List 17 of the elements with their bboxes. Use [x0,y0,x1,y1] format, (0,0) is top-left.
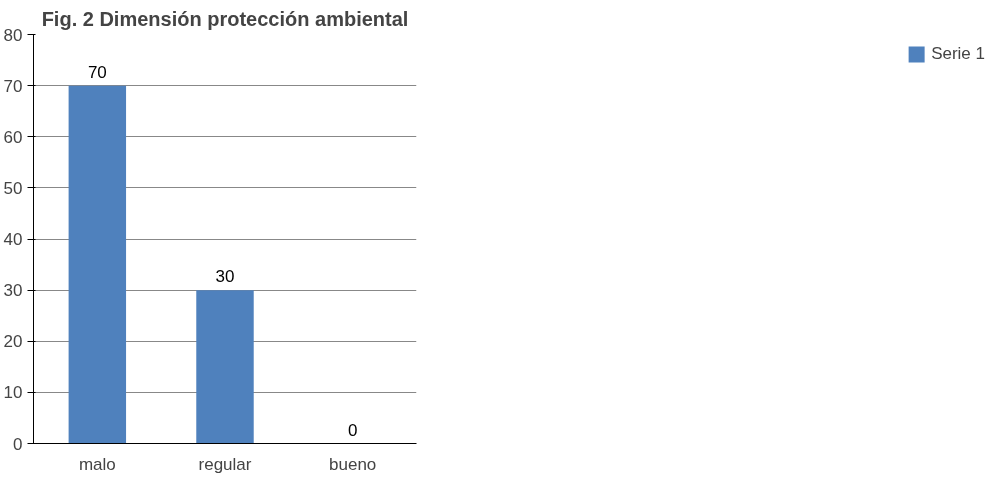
y-tick-label: 10 [3,383,23,403]
y-tick-label: 50 [3,178,23,198]
y-tick-label: 40 [3,230,23,249]
y-tick-label: 80 [3,25,23,45]
legend-label: Serie 1 [931,44,985,64]
data-label: 0 [347,420,358,440]
y-tick-label: 70 [3,76,23,96]
y-tick-label: 0 [13,434,23,454]
x-tick-label: regular [198,454,252,474]
chart-title: Fig. 2 Dimensión protección ambiental [41,7,409,30]
data-label: 70 [87,62,107,82]
y-tick-label: 60 [3,127,23,147]
data-label: 30 [215,267,235,287]
x-tick-label: malo [78,454,116,474]
y-tick-label: 20 [3,332,23,352]
x-tick-label: bueno [329,454,377,474]
y-tick-label: 30 [3,281,23,301]
